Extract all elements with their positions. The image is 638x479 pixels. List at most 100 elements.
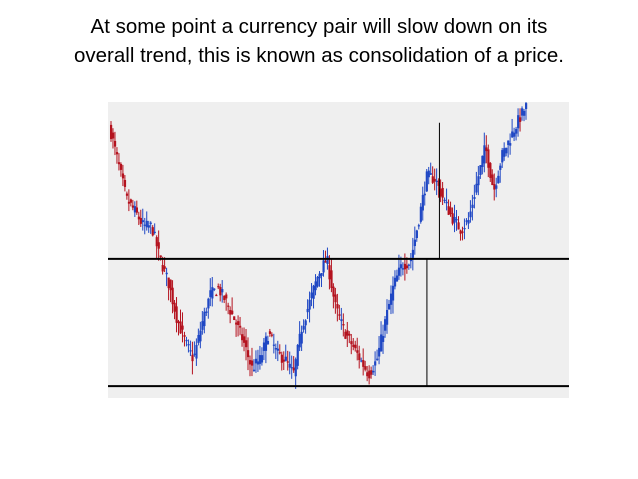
candle-body <box>324 261 327 263</box>
candle-body <box>384 319 387 331</box>
candle-body <box>300 331 303 344</box>
candle-body <box>199 330 202 342</box>
candle-body <box>191 354 194 362</box>
candle-body <box>382 336 385 342</box>
candle-body <box>495 185 498 189</box>
candle-body <box>366 372 369 377</box>
candle-body <box>469 211 472 218</box>
candle-body <box>213 288 216 290</box>
candle-body <box>183 335 186 337</box>
candle-body <box>334 294 337 303</box>
candle-body <box>237 321 240 325</box>
candle-body <box>111 132 115 139</box>
candle-body <box>346 330 349 336</box>
candle-body <box>235 322 238 325</box>
candle-body <box>185 339 188 342</box>
candle-body <box>123 179 127 187</box>
candle-body <box>119 163 123 170</box>
candle-body <box>187 344 190 346</box>
candle-body <box>417 225 420 227</box>
candle-body <box>175 306 178 323</box>
candle-body <box>380 334 383 352</box>
candle-body <box>294 359 297 377</box>
candle-body <box>205 311 208 313</box>
candle-body <box>328 265 331 280</box>
candle-body <box>268 331 272 334</box>
candle-body <box>215 294 218 297</box>
candle-body <box>133 206 137 213</box>
candle-body <box>467 220 470 224</box>
candle-body <box>441 187 444 198</box>
candle-body <box>312 285 315 299</box>
candle-body <box>322 260 325 273</box>
candle-body <box>411 249 415 258</box>
candle-body <box>113 140 117 147</box>
candle-body <box>517 115 520 129</box>
candle-body <box>515 128 518 134</box>
candle-body <box>491 174 494 186</box>
candle-body <box>245 340 248 348</box>
candle-body <box>372 370 375 373</box>
candle-body <box>209 290 212 298</box>
candle-body <box>449 207 452 214</box>
candle-body <box>310 292 313 299</box>
candle-body <box>413 239 417 247</box>
candle-body <box>360 360 363 362</box>
candle-body <box>427 170 430 178</box>
candles-group <box>109 102 528 389</box>
candle-body <box>391 285 395 301</box>
candle-body <box>125 193 129 196</box>
levels-group <box>108 122 569 388</box>
candle-body <box>117 162 121 165</box>
candle-body <box>221 289 224 293</box>
candle-body <box>153 231 156 233</box>
candle-body <box>147 225 150 228</box>
candle-body <box>354 344 357 349</box>
candle-body <box>497 175 500 184</box>
chart-background <box>108 102 569 398</box>
candle-body <box>405 265 409 269</box>
candle-body <box>247 350 250 358</box>
candle-body <box>487 149 490 168</box>
candle-body <box>270 334 274 336</box>
candle-body <box>286 361 289 363</box>
candle-body <box>260 355 264 363</box>
candle-body <box>227 305 230 307</box>
candle-body <box>459 230 462 234</box>
candle-body <box>173 302 176 312</box>
candle-body <box>302 325 305 330</box>
candle-body <box>219 287 222 296</box>
candle-body <box>143 224 146 226</box>
candle-body <box>407 264 411 266</box>
candle-body <box>195 345 198 359</box>
candle-body <box>403 263 407 270</box>
candle-body <box>523 110 526 116</box>
candle-body <box>272 344 276 346</box>
candle-body <box>425 171 428 192</box>
candle-body <box>348 333 351 336</box>
candle-body <box>477 176 480 186</box>
candle-body <box>127 201 131 204</box>
candle-body <box>463 228 466 230</box>
candle-body <box>431 176 434 183</box>
candle-body <box>316 276 319 287</box>
candle-body <box>451 213 454 224</box>
candle-body <box>225 294 228 299</box>
candle-body <box>248 360 252 365</box>
candle-body <box>193 353 196 355</box>
candle-body <box>453 216 456 223</box>
candle-body <box>320 273 323 276</box>
candle-body <box>211 287 214 299</box>
candle-body <box>507 140 510 146</box>
slide-title-line-2: overall trend, this is known as consolid… <box>74 44 564 67</box>
candle-body <box>326 256 329 264</box>
candle-body <box>525 103 528 109</box>
candle-body <box>443 199 446 201</box>
candle-body <box>399 264 403 269</box>
candle-body <box>356 350 359 353</box>
candle-body <box>203 311 206 327</box>
candle-body <box>145 220 148 228</box>
candle-body <box>139 217 142 224</box>
candle-body <box>298 333 301 348</box>
candle-body <box>288 363 291 368</box>
